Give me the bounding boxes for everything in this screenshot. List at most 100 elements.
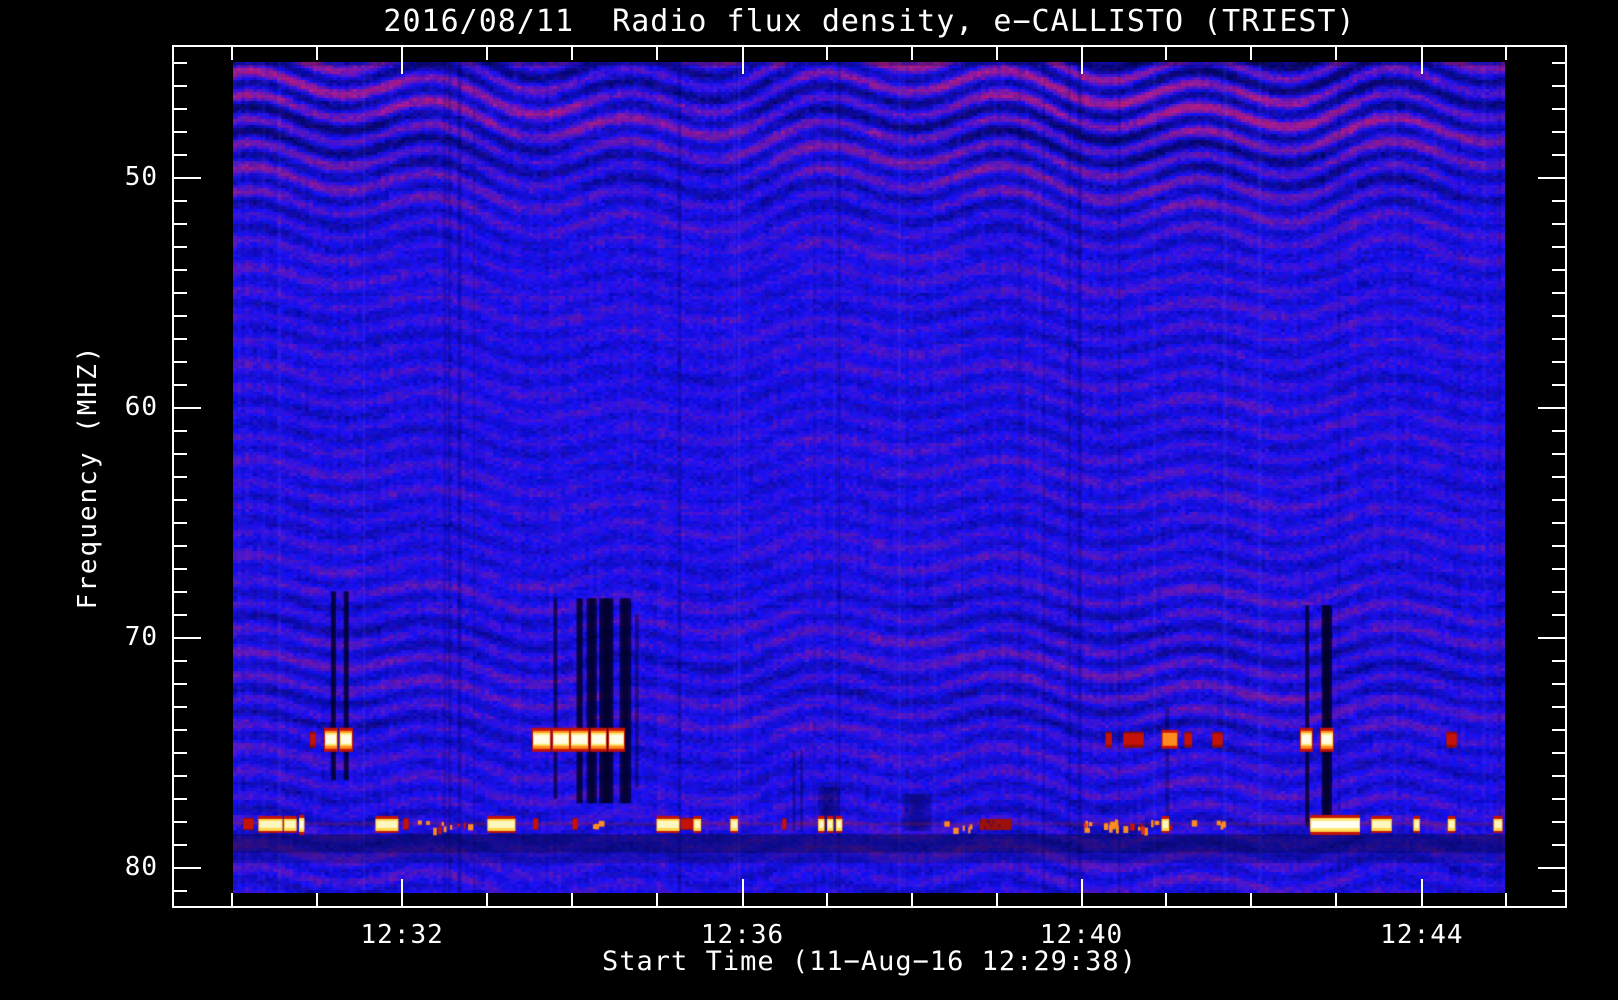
tick-mark	[174, 476, 187, 479]
x-tick-label: 12:36	[700, 920, 785, 950]
axis-frame-top	[172, 45, 1567, 47]
tick-mark	[1552, 315, 1565, 318]
tick-mark	[1080, 47, 1083, 74]
tick-mark	[174, 361, 187, 364]
x-tick-label: 12:32	[360, 920, 444, 950]
tick-mark	[174, 453, 187, 456]
tick-mark	[1552, 131, 1565, 134]
tick-mark	[1552, 338, 1565, 341]
tick-mark	[174, 683, 187, 686]
y-tick-label: 80	[124, 852, 158, 883]
tick-mark	[1552, 890, 1565, 893]
tick-mark	[1538, 176, 1565, 179]
tick-mark	[174, 660, 187, 663]
tick-mark	[1552, 752, 1565, 755]
tick-mark	[1538, 867, 1565, 870]
axis-frame-bottom	[172, 906, 1567, 908]
axis-frame-left	[172, 45, 174, 908]
y-axis-title: Frequency (MHZ)	[73, 344, 103, 610]
tick-mark	[995, 893, 998, 906]
tick-mark	[174, 568, 187, 571]
tick-mark	[1552, 729, 1565, 732]
tick-mark	[1080, 879, 1083, 906]
tick-mark	[1552, 614, 1565, 617]
tick-mark	[1552, 821, 1565, 824]
tick-mark	[1552, 522, 1565, 525]
tick-mark	[174, 85, 187, 88]
tick-mark	[1552, 292, 1565, 295]
tick-mark	[230, 47, 233, 60]
tick-mark	[910, 893, 913, 906]
tick-mark	[1505, 47, 1508, 60]
tick-mark	[1335, 893, 1338, 906]
y-tick-label: 50	[124, 161, 158, 192]
tick-mark	[485, 893, 488, 906]
tick-mark	[1250, 47, 1253, 60]
x-tick-label: 12:44	[1380, 920, 1464, 950]
tick-mark	[174, 636, 201, 639]
tick-mark	[315, 47, 318, 60]
tick-mark	[1420, 879, 1423, 906]
tick-mark	[174, 545, 187, 548]
tick-mark	[174, 108, 187, 111]
tick-mark	[1552, 775, 1565, 778]
tick-mark	[174, 62, 187, 65]
tick-mark	[1552, 246, 1565, 249]
tick-mark	[1552, 591, 1565, 594]
tick-mark	[741, 47, 744, 74]
tick-mark	[174, 775, 187, 778]
tick-mark	[401, 879, 404, 906]
y-tick-label: 70	[124, 621, 158, 652]
tick-mark	[1552, 200, 1565, 203]
tick-mark	[1420, 47, 1423, 74]
tick-mark	[1552, 476, 1565, 479]
tick-mark	[1552, 798, 1565, 801]
tick-mark	[174, 614, 187, 617]
tick-mark	[570, 47, 573, 60]
tick-mark	[174, 867, 201, 870]
tick-mark	[174, 338, 187, 341]
tick-mark	[1552, 154, 1565, 157]
tick-mark	[1505, 893, 1508, 906]
tick-mark	[174, 591, 187, 594]
y-tick-label: 60	[124, 392, 158, 423]
tick-mark	[570, 893, 573, 906]
tick-mark	[174, 729, 187, 732]
tick-mark	[1552, 568, 1565, 571]
tick-mark	[1552, 844, 1565, 847]
tick-mark	[1552, 108, 1565, 111]
axis-frame-right	[1565, 45, 1567, 908]
x-axis-title: Start Time (11−Aug−16 12:29:38)	[602, 946, 1137, 977]
tick-mark	[1552, 706, 1565, 709]
tick-mark	[1552, 384, 1565, 387]
tick-mark	[174, 315, 187, 318]
tick-mark	[174, 522, 187, 525]
tick-mark	[174, 292, 187, 295]
tick-mark	[174, 200, 187, 203]
tick-mark	[174, 131, 187, 134]
tick-mark	[825, 47, 828, 60]
chart-title: 2016/08/11 Radio flux density, e−CALLIST…	[383, 4, 1356, 39]
tick-mark	[1552, 660, 1565, 663]
tick-mark	[1552, 62, 1565, 65]
tick-mark	[995, 47, 998, 60]
tick-mark	[1552, 499, 1565, 502]
tick-mark	[655, 893, 658, 906]
tick-mark	[174, 154, 187, 157]
tick-mark	[174, 269, 187, 272]
x-tick-label: 12:40	[1039, 920, 1124, 950]
tick-mark	[174, 798, 187, 801]
tick-mark	[1552, 269, 1565, 272]
tick-mark	[174, 890, 187, 893]
tick-mark	[741, 879, 744, 906]
tick-mark	[1538, 407, 1565, 410]
tick-mark	[174, 176, 201, 179]
tick-mark	[174, 430, 187, 433]
tick-mark	[174, 844, 187, 847]
tick-mark	[315, 893, 318, 906]
tick-mark	[174, 246, 187, 249]
tick-mark	[1165, 47, 1168, 60]
tick-mark	[174, 706, 187, 709]
tick-mark	[1552, 683, 1565, 686]
